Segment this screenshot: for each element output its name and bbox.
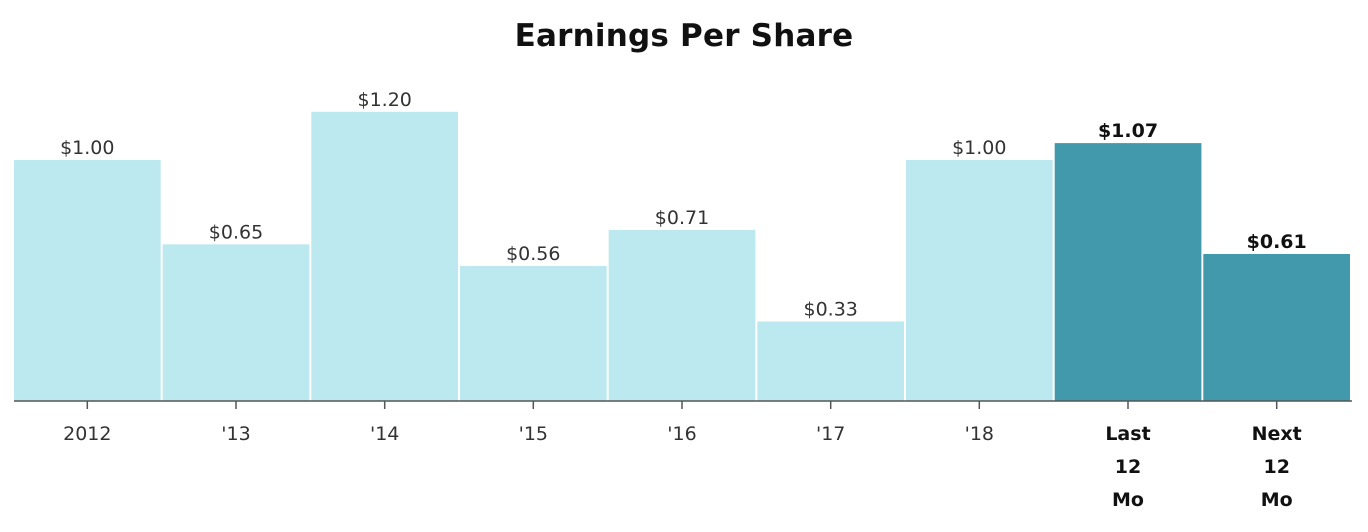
category-label-5-0: '17 [816,423,845,445]
value-label-7: $1.07 [1098,120,1158,142]
value-label-1: $0.65 [209,221,263,243]
category-label-7-0: Last [1105,423,1150,445]
category-label-7-1: 12 [1115,456,1141,478]
category-label-6-0: '18 [965,423,994,445]
category-label-2-0: '14 [370,423,399,445]
bar-2 [311,111,458,402]
bar-4 [608,229,756,401]
value-label-6: $1.00 [952,137,1006,159]
category-label-8-2: Mo [1261,489,1293,511]
category-label-0-0: 2012 [63,423,111,445]
value-label-2: $1.20 [357,89,411,111]
value-labels-layer: $1.00 $0.65 $1.20 $0.56 $0.71 $0.33 $1.00 $1.07… [60,89,1307,321]
value-label-4: $0.71 [655,207,709,229]
category-label-3-0: '15 [519,423,548,445]
bar-6 [906,160,1053,401]
category-label-4-0: '16 [667,423,696,445]
category-label-1-0: '13 [221,423,250,445]
category-label-8-0: Next [1252,423,1302,445]
bar-7 [1054,143,1202,401]
x-axis [14,400,1352,409]
bar-0 [14,160,161,401]
bar-1 [162,244,310,401]
category-label-7-2: Mo [1112,489,1144,511]
value-label-3: $0.56 [506,243,560,265]
bar-3 [460,266,607,401]
value-label-8: $0.61 [1247,231,1307,253]
bar-8 [1203,254,1350,401]
value-label-5: $0.33 [803,299,857,321]
category-labels-layer: 2012 '13 '14 '15 '16 '17 '18 Last 12 Mo Next 12 Mo [63,423,1302,511]
value-label-0: $1.00 [60,137,114,159]
bars-layer [14,111,1350,402]
chart-title: Earnings Per Share [514,18,854,54]
category-label-8-1: 12 [1263,456,1289,478]
bar-5 [757,321,904,401]
